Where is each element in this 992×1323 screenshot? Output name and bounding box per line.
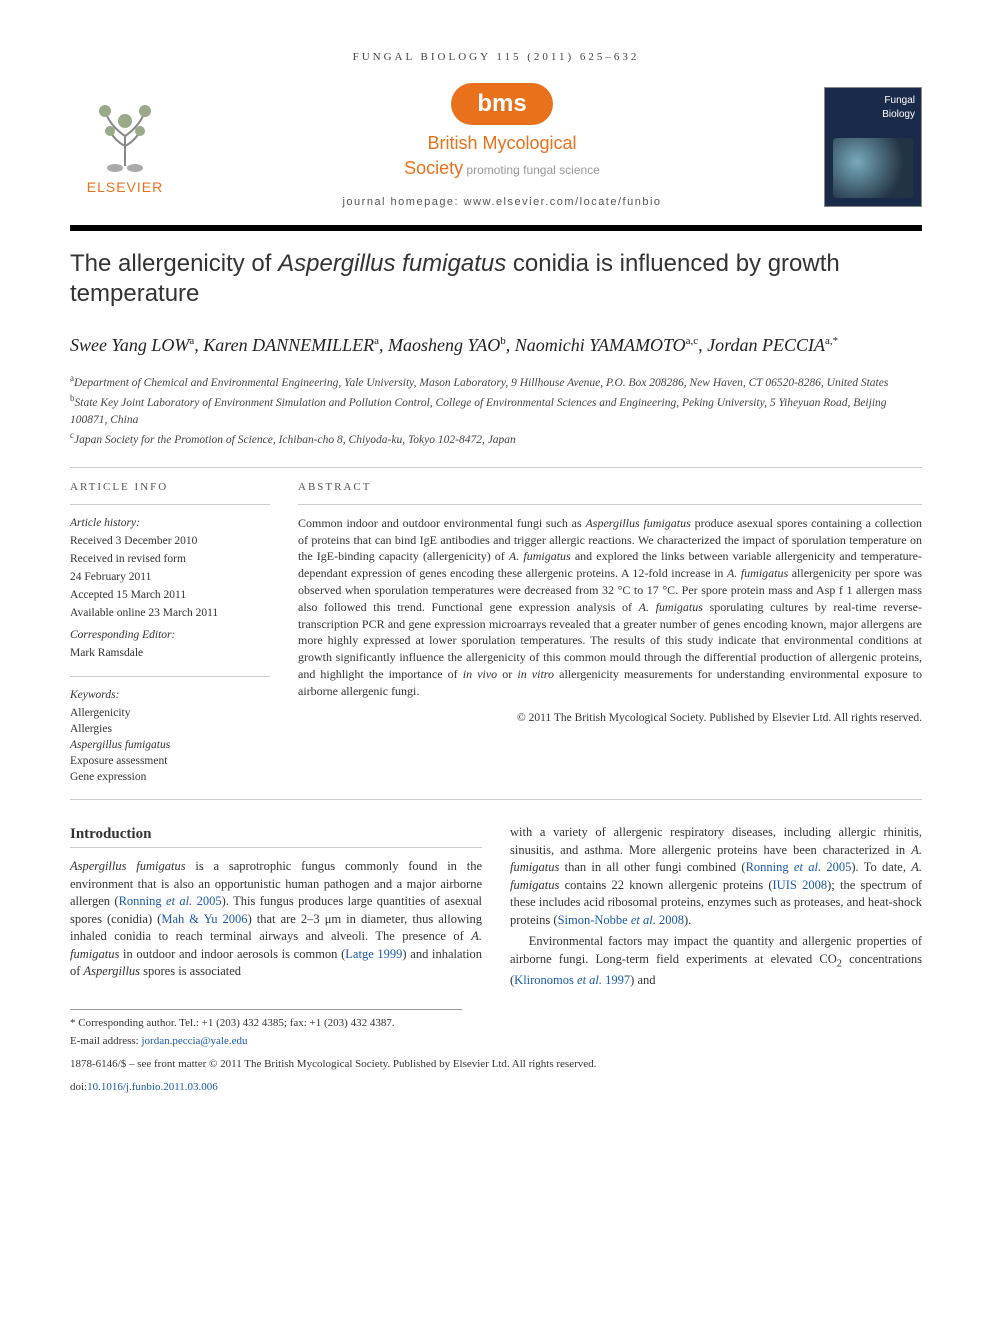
elsevier-wordmark: ELSEVIER [87, 178, 163, 198]
keyword-item: Allergies [70, 721, 270, 737]
bms-name-text: British Mycological [427, 133, 576, 153]
running-head: FUNGAL BIOLOGY 115 (2011) 625–632 [70, 50, 922, 65]
article-info-label: ARTICLE INFO [70, 480, 270, 504]
corresponding-email-link[interactable]: jordan.peccia@yale.edu [141, 1035, 247, 1047]
corresponding-author-footnote: * Corresponding author. Tel.: +1 (203) 4… [70, 1016, 462, 1031]
body-column-left: Introduction Aspergillus fumigatus is a … [70, 824, 482, 989]
email-label: E-mail address: [70, 1035, 139, 1047]
elsevier-logo-block: ELSEVIER [70, 96, 180, 198]
history-label: Article history: [70, 517, 140, 529]
bms-logo-block: bms British Mycological Society promotin… [200, 83, 804, 210]
introduction-heading: Introduction [70, 824, 482, 848]
abstract-column: ABSTRACT Common indoor and outdoor envir… [298, 480, 922, 785]
footnotes-block: * Corresponding author. Tel.: +1 (203) 4… [70, 1009, 462, 1049]
header-black-rule [70, 225, 922, 231]
intro-paragraph-2: Environmental factors may impact the qua… [510, 933, 922, 989]
intro-paragraph-1-cont: with a variety of allergenic respiratory… [510, 824, 922, 929]
article-history-block: Article history: Received 3 December 201… [70, 515, 270, 662]
keyword-item: Allergenicity [70, 705, 270, 721]
bms-oval-logo: bms [451, 83, 552, 125]
bms-society-word: Society [404, 158, 463, 178]
divider-rule [70, 467, 922, 468]
journal-cover-thumbnail: Fungal Biology [824, 87, 922, 207]
affiliation-a: aDepartment of Chemical and Environmenta… [70, 372, 922, 392]
doi-label: doi: [70, 1081, 87, 1093]
keyword-item: Gene expression [70, 769, 270, 785]
abstract-copyright: © 2011 The British Mycological Society. … [298, 710, 922, 726]
author-list: Swee Yang LOWa, Karen DANNEMILLERa, Maos… [70, 333, 922, 358]
keyword-item: Exposure assessment [70, 753, 270, 769]
abstract-text: Common indoor and outdoor environmental … [298, 515, 922, 700]
bms-name-line1: British Mycological [427, 131, 576, 156]
keyword-item: Aspergillus fumigatus [70, 737, 270, 753]
history-line: 24 February 2011 [70, 569, 270, 585]
affiliation-b: bState Key Joint Laboratory of Environme… [70, 392, 922, 429]
intro-paragraph-1: Aspergillus fumigatus is a saprotrophic … [70, 858, 482, 981]
doi-link[interactable]: 10.1016/j.funbio.2011.03.006 [87, 1081, 218, 1093]
history-line: Received 3 December 2010 [70, 533, 270, 549]
keywords-label: Keywords: [70, 689, 119, 701]
corresponding-editor-name: Mark Ramsdale [70, 645, 270, 661]
divider-rule [70, 799, 922, 800]
history-line: Received in revised form [70, 551, 270, 567]
keywords-block: Keywords: Allergenicity Allergies Asperg… [70, 676, 270, 786]
abstract-label: ABSTRACT [298, 480, 922, 504]
affiliation-c: cJapan Society for the Promotion of Scie… [70, 429, 922, 449]
journal-homepage-line: journal homepage: www.elsevier.com/locat… [200, 195, 804, 210]
article-body-columns: Introduction Aspergillus fumigatus is a … [70, 824, 922, 989]
front-matter-line: 1878-6146/$ – see front matter © 2011 Th… [70, 1057, 922, 1072]
journal-header: ELSEVIER bms British Mycological Society… [70, 83, 922, 210]
cover-art-placeholder [833, 138, 913, 198]
article-info-column: ARTICLE INFO Article history: Received 3… [70, 480, 270, 785]
history-line: Accepted 15 March 2011 [70, 587, 270, 603]
cover-title-2: Biology [882, 108, 915, 122]
body-column-right: with a variety of allergenic respiratory… [510, 824, 922, 989]
corresponding-editor-label: Corresponding Editor: [70, 629, 175, 641]
article-title: The allergenicity of Aspergillus fumigat… [70, 249, 922, 309]
elsevier-tree-icon [85, 96, 165, 176]
affiliation-list: aDepartment of Chemical and Environmenta… [70, 372, 922, 449]
history-line: Available online 23 March 2011 [70, 605, 270, 621]
cover-title-1: Fungal [882, 94, 915, 108]
bms-tagline: promoting fungal science [466, 163, 599, 177]
